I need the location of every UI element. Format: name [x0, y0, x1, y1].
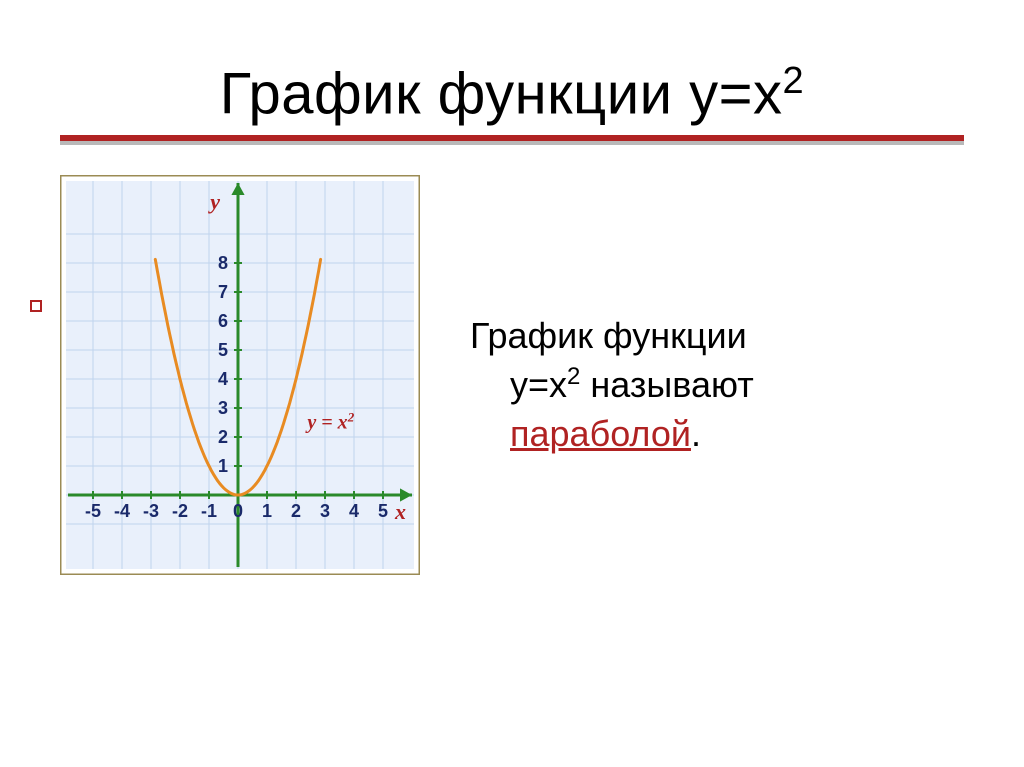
svg-text:-4: -4	[114, 501, 130, 521]
desc-line2-suffix: называют	[580, 364, 753, 405]
title-rule	[60, 135, 964, 145]
title-block: График функции y=x2	[60, 60, 964, 145]
desc-line2-sup: 2	[567, 363, 580, 390]
svg-text:7: 7	[218, 282, 228, 302]
svg-text:2: 2	[291, 501, 301, 521]
svg-text:5: 5	[378, 501, 388, 521]
svg-text:0: 0	[233, 501, 243, 521]
svg-text:1: 1	[218, 456, 228, 476]
svg-text:x: x	[394, 499, 406, 524]
title-sup: 2	[783, 60, 805, 102]
svg-text:5: 5	[218, 340, 228, 360]
bullet-marker-icon	[30, 300, 42, 312]
svg-text:6: 6	[218, 311, 228, 331]
chart-container: -5-4-3-2-101234512345678yxy = x2	[60, 175, 420, 575]
svg-text:-2: -2	[172, 501, 188, 521]
description: График функции y=x2 называют параболой.	[460, 292, 754, 458]
svg-text:4: 4	[349, 501, 359, 521]
svg-text:3: 3	[218, 398, 228, 418]
svg-text:1: 1	[262, 501, 272, 521]
desc-line1: График функции	[470, 315, 747, 356]
title-text: График функции y=x	[220, 61, 783, 126]
desc-period: .	[691, 413, 701, 454]
svg-text:3: 3	[320, 501, 330, 521]
svg-text:8: 8	[218, 253, 228, 273]
content-row: -5-4-3-2-101234512345678yxy = x2 График …	[60, 175, 964, 575]
svg-text:2: 2	[218, 427, 228, 447]
svg-text:4: 4	[218, 369, 228, 389]
desc-line2-prefix: y=x	[510, 364, 567, 405]
parabola-chart: -5-4-3-2-101234512345678yxy = x2	[60, 175, 420, 575]
page-title: График функции y=x2	[60, 60, 964, 127]
svg-text:y = x2: y = x2	[305, 409, 354, 434]
svg-text:-1: -1	[201, 501, 217, 521]
svg-text:-3: -3	[143, 501, 159, 521]
svg-text:-5: -5	[85, 501, 101, 521]
desc-link: параболой	[510, 413, 691, 454]
rule-shadow	[60, 141, 964, 145]
slide: График функции y=x2 -5-4-3-2-10123451234…	[0, 0, 1024, 767]
